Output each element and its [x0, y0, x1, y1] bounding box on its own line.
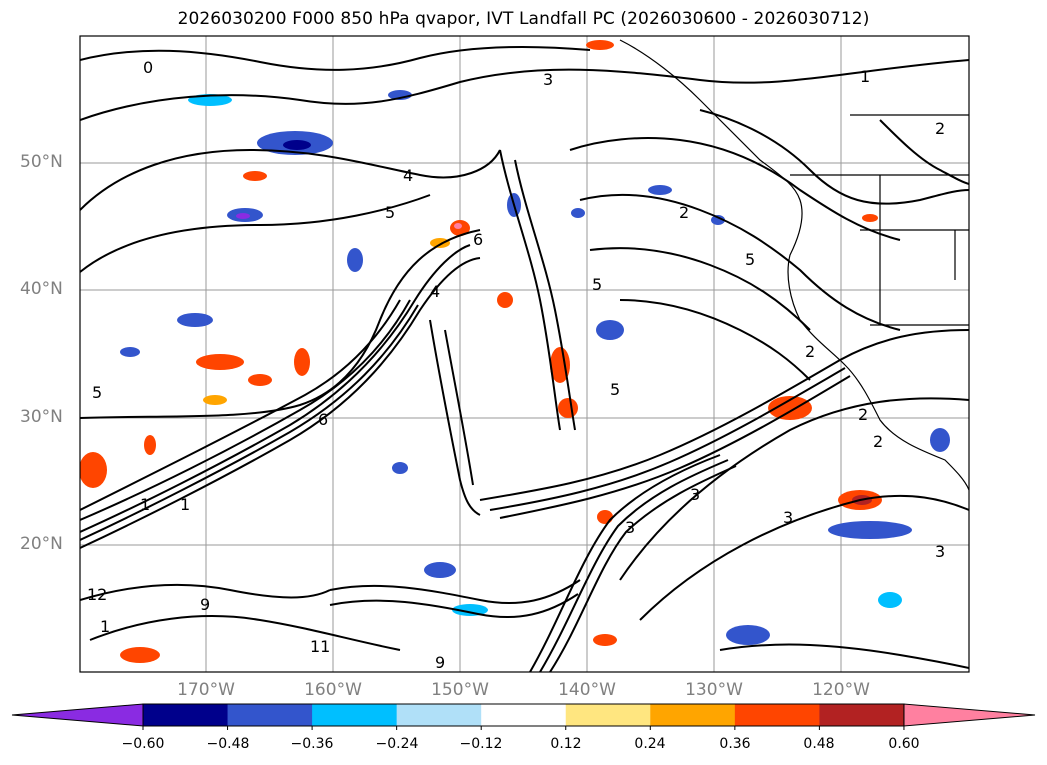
contour-label: 11 [310, 637, 330, 656]
contour-label: 1 [180, 495, 190, 514]
lat-tick-label: 20°N [20, 534, 63, 554]
contour-label: 6 [473, 230, 483, 249]
lat-tick-label: 50°N [20, 152, 63, 172]
contour-label: 3 [690, 485, 700, 504]
map-title: 2026030200 F000 850 hPa qvapor, IVT Land… [177, 9, 870, 29]
contour-label: 2 [858, 405, 868, 424]
colorbar-tick-label: −0.60 [121, 736, 165, 752]
colorbar-tick-label: 0.12 [550, 736, 582, 752]
colorbar-tick-label: 0.24 [634, 736, 666, 752]
contour-label: 0 [143, 58, 153, 77]
colorbar-tick-label: −0.12 [459, 736, 503, 752]
contour-label: 6 [318, 410, 328, 429]
lon-tick-label: 140°W [558, 680, 616, 700]
ivt-contours [80, 45, 969, 672]
contour-label: 5 [745, 250, 755, 269]
lon-tick-label: 150°W [431, 680, 489, 700]
contour-label: 12 [87, 585, 107, 604]
colorbar-tick-label: 0.48 [803, 736, 835, 752]
contour-label: 9 [200, 595, 210, 614]
contour-label: 3 [935, 542, 945, 561]
contour-label: 1 [860, 67, 870, 86]
contour-label: 5 [92, 383, 102, 402]
lon-tick-label: 130°W [685, 680, 743, 700]
gridlines [80, 36, 969, 672]
colorbar-tick-label: −0.48 [206, 736, 250, 752]
contour-label: 1 [140, 495, 150, 514]
lat-tick-label: 30°N [20, 407, 63, 427]
contour-label: 2 [873, 432, 883, 451]
contour-label: 4 [430, 282, 440, 301]
contour-label: 9 [435, 653, 445, 672]
map-background [80, 36, 969, 672]
lon-tick-label: 160°W [304, 680, 362, 700]
coastline [619, 39, 969, 491]
contour-labels: 0 1 3 1 2 4 5 6 5 2 5 5 3 2 1 2 5 6 9 12… [87, 58, 945, 672]
contour-label: 4 [403, 166, 413, 185]
map-frame [79, 35, 970, 673]
contour-label: 2 [679, 203, 689, 222]
colorbar-tick-label: 0.60 [888, 736, 920, 752]
contour-label: 5 [610, 380, 620, 399]
colorbar-tick-label: 0.36 [719, 736, 751, 752]
contour-label: 2 [805, 342, 815, 361]
contour-label: 5 [592, 275, 602, 294]
contour-label: 3 [543, 70, 553, 89]
contour-label: 3 [783, 508, 793, 527]
lat-tick-label: 40°N [20, 279, 63, 299]
contour-label: 2 [935, 119, 945, 138]
contour-label: 1 [100, 617, 110, 636]
lon-tick-label: 120°W [812, 680, 870, 700]
lon-tick-label: 170°W [177, 680, 235, 700]
shaded-anomalies [80, 40, 950, 663]
contour-label: 3 [625, 518, 635, 537]
colorbar-tick-label: −0.36 [290, 736, 334, 752]
contour-label: 5 [385, 203, 395, 222]
colorbar-tick-label: −0.24 [375, 736, 419, 752]
